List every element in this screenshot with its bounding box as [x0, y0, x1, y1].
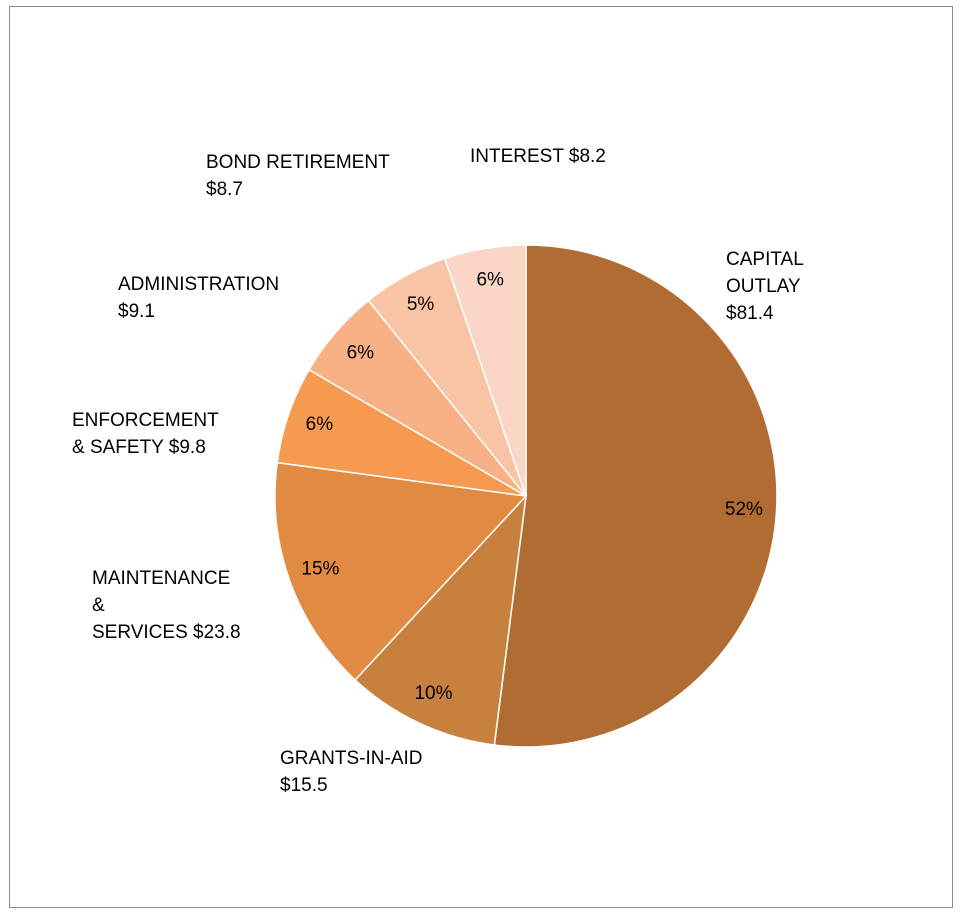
percent-label-bond-retirement: 5% [407, 294, 435, 315]
category-label-administration: ADMINISTRATION $9.1 [118, 274, 280, 322]
category-label-maintenance: MAINTENANCE & SERVICES $23.8 [92, 568, 241, 643]
pie-slice-maintenance [274, 461, 528, 681]
category-label-interest: INTEREST $8.2 [470, 146, 606, 167]
pie-slice-grants-in-aid [354, 493, 528, 746]
pie-slice-interest [443, 244, 527, 497]
percent-label-interest: 6% [476, 270, 504, 291]
pie-slice-capital [493, 244, 778, 748]
category-label-grants-in-aid: GRANTS-IN-AID $15.5 [280, 748, 423, 796]
percent-label-grants-in-aid: 10% [414, 683, 452, 704]
category-label-capital-outlay: CAPITAL OUTLAY $81.4 [726, 249, 804, 324]
percent-label-maintenance: 15% [301, 559, 339, 580]
category-label-bond-retirement: BOND RETIREMENT $8.7 [206, 152, 390, 200]
percent-label-administration: 6% [347, 343, 375, 364]
percent-label-capital: 52% [725, 499, 763, 520]
category-label-enforcement: ENFORCEMENT & SAFETY $9.8 [72, 410, 219, 458]
percent-label-enforcement: 6% [306, 414, 334, 435]
